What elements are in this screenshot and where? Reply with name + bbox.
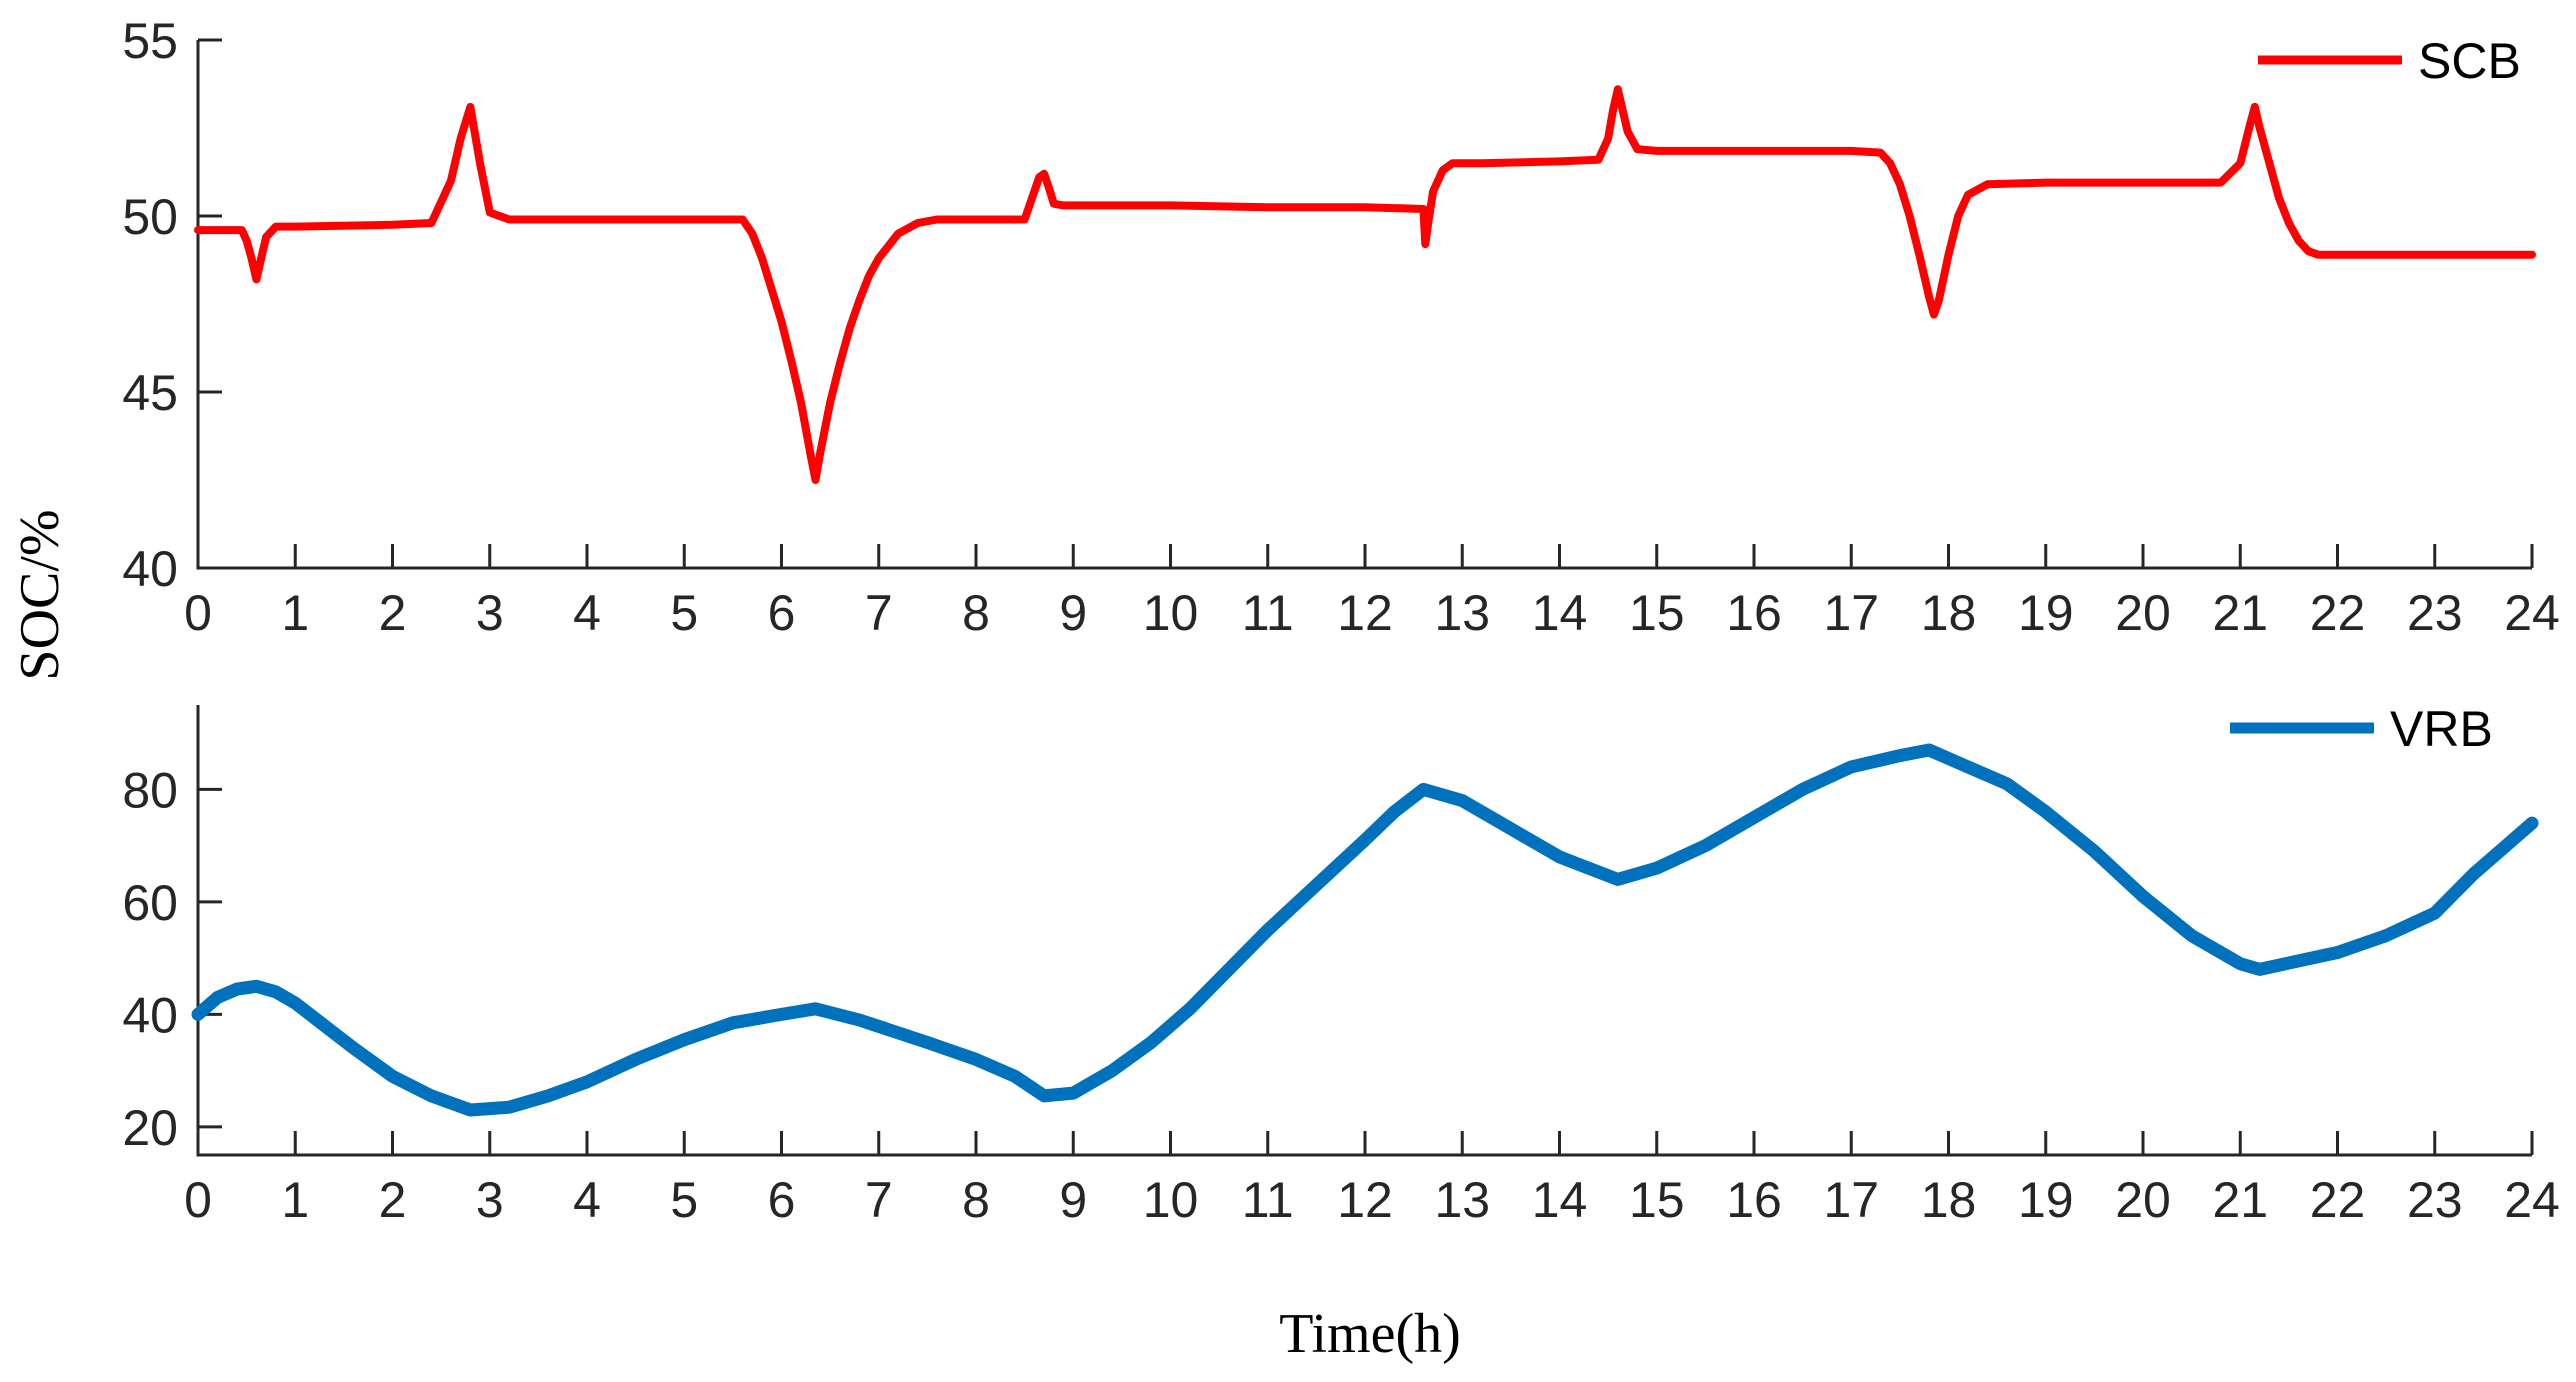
scb-series-line	[194, 85, 2536, 484]
vrb-x-tick-label: 21	[2212, 1172, 2268, 1228]
scb-x-tick-label: 7	[865, 585, 893, 641]
scb-x-tick-label: 2	[379, 585, 407, 641]
vrb-y-tick-label: 60	[122, 875, 178, 931]
scb-x-tick-label: 22	[2310, 585, 2366, 641]
vrb-y-tick-label: 80	[122, 762, 178, 818]
vrb-x-tick-label: 5	[670, 1172, 698, 1228]
vrb-x-tick-label: 11	[1242, 1172, 1294, 1228]
vrb-series-line	[191, 743, 2539, 1117]
vrb-x-tick-label: 14	[1532, 1172, 1588, 1228]
scb-x-tick-label: 13	[1434, 585, 1490, 641]
scb-panel: 0 1 2 3 4 5 6 7 8 9 10 11 12 13 14 15 16 17 18 19 20 21 22 23 24…	[122, 13, 2559, 641]
scb-x-tick-label: 17	[1823, 585, 1879, 641]
scb-x-tick-label: 6	[768, 585, 796, 641]
scb-x-tick-label: 5	[670, 585, 698, 641]
scb-x-tick-label: 14	[1532, 585, 1588, 641]
scb-y-tick-label: 55	[122, 13, 178, 69]
vrb-x-tick-label: 13	[1434, 1172, 1490, 1228]
vrb-x-tick-label: 9	[1059, 1172, 1087, 1228]
scb-legend-label: SCB	[2418, 33, 2521, 89]
vrb-x-tick-label: 24	[2504, 1172, 2560, 1228]
scb-x-tick-label: 16	[1726, 585, 1782, 641]
scb-x-tick-label: 8	[962, 585, 990, 641]
scb-x-tick-label: 23	[2407, 585, 2463, 641]
scb-x-tick-label: 9	[1059, 585, 1087, 641]
vrb-x-tick-label: 8	[962, 1172, 990, 1228]
vrb-legend: VRB	[2230, 701, 2493, 757]
scb-x-tick-label: 4	[573, 585, 601, 641]
vrb-x-tick-label: 6	[768, 1172, 796, 1228]
scb-axes	[196, 40, 2532, 570]
scb-x-ticks: 0 1 2 3 4 5 6 7 8 9 10 11 12 13 14 15 16 17 18 19 20 21 22 23 24	[184, 544, 2560, 641]
vrb-x-tick-label: 15	[1629, 1172, 1685, 1228]
vrb-x-tick-label: 12	[1337, 1172, 1393, 1228]
vrb-x-tick-label: 20	[2115, 1172, 2171, 1228]
vrb-x-tick-label: 0	[184, 1172, 212, 1228]
vrb-x-tick-label: 4	[573, 1172, 601, 1228]
vrb-x-tick-label: 23	[2407, 1172, 2463, 1228]
vrb-x-tick-label: 2	[379, 1172, 407, 1228]
y-axis-title: SOC/%	[9, 509, 71, 680]
vrb-x-tick-label: 16	[1726, 1172, 1782, 1228]
scb-y-tick-label: 45	[122, 365, 178, 421]
vrb-x-tick-label: 18	[1921, 1172, 1977, 1228]
vrb-x-tick-label: 17	[1823, 1172, 1879, 1228]
scb-x-tick-label: 11	[1242, 585, 1294, 641]
vrb-x-tick-label: 3	[476, 1172, 504, 1228]
scb-y-tick-label: 50	[122, 189, 178, 245]
x-axis-title: Time(h)	[1279, 1303, 1461, 1365]
vrb-legend-label: VRB	[2390, 701, 2493, 757]
vrb-panel: 0 1 2 3 4 5 6 7 8 9 10 11 12 13 14 15 16 17 18 19 20 21 22 23 24…	[122, 701, 2559, 1228]
scb-x-tick-label: 20	[2115, 585, 2171, 641]
scb-x-tick-label: 15	[1629, 585, 1685, 641]
scb-x-tick-label: 12	[1337, 585, 1393, 641]
scb-x-tick-label: 21	[2212, 585, 2268, 641]
scb-x-tick-label: 24	[2504, 585, 2560, 641]
vrb-x-ticks: 0 1 2 3 4 5 6 7 8 9 10 11 12 13 14 15 16 17 18 19 20 21 22 23 24	[184, 1131, 2560, 1228]
scb-x-tick-label: 18	[1921, 585, 1977, 641]
vrb-x-tick-label: 1	[281, 1172, 309, 1228]
vrb-y-tick-label: 20	[122, 1100, 178, 1156]
vrb-y-ticks: 20 40 60 80	[122, 762, 222, 1156]
scb-x-tick-label: 0	[184, 585, 212, 641]
scb-x-tick-label: 3	[476, 585, 504, 641]
scb-legend: SCB	[2258, 33, 2521, 89]
scb-x-tick-label: 1	[281, 585, 309, 641]
scb-y-tick-label: 40	[122, 541, 178, 597]
vrb-x-tick-label: 19	[2018, 1172, 2074, 1228]
vrb-axes	[196, 705, 2532, 1157]
scb-x-tick-label: 10	[1143, 585, 1199, 641]
vrb-x-tick-label: 22	[2310, 1172, 2366, 1228]
scb-x-tick-label: 19	[2018, 585, 2074, 641]
vrb-x-tick-label: 10	[1143, 1172, 1199, 1228]
scb-y-ticks: 40 45 50 55	[122, 13, 222, 597]
vrb-y-tick-label: 40	[122, 987, 178, 1043]
vrb-x-tick-label: 7	[865, 1172, 893, 1228]
